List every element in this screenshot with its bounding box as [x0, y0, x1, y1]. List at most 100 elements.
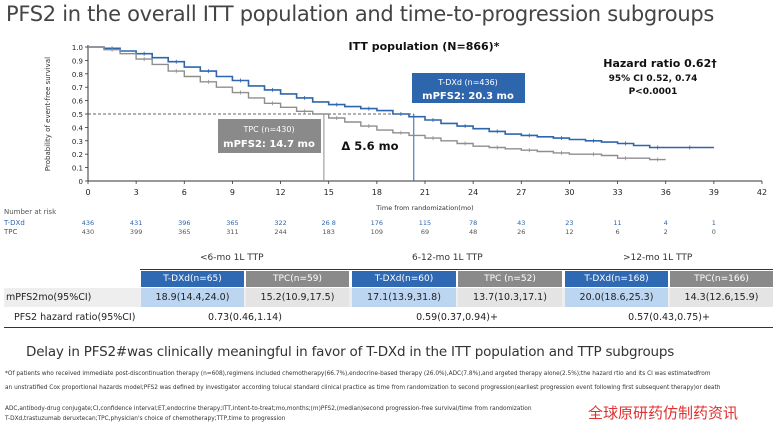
- risk-header: Number at risk: [4, 208, 57, 216]
- risk-label-tdxd: T-DXd: [4, 219, 25, 227]
- x-tick-label: 36: [661, 188, 671, 197]
- y-tick-label: 0.7: [72, 84, 83, 92]
- y-tick-label: 0.4: [72, 124, 84, 132]
- x-tick-label: 3: [134, 188, 139, 197]
- tpc-label-box: [218, 119, 321, 153]
- mpfs2-tdxd-3: 20.0(18.6,25.3): [565, 288, 668, 307]
- table-bottom-rule: [4, 327, 773, 328]
- risk-label-tpc: TPC: [4, 228, 18, 236]
- risk-value-tpc: 109: [370, 228, 384, 236]
- mpfs2-tpc-3: 14.3(12.6,15.9): [670, 288, 773, 307]
- hr-value-1: 0.73(0.46,1.14): [208, 312, 282, 323]
- mpfs2-tpc-2: 13.7(10.3,17.1): [458, 288, 562, 307]
- footnote-1: *Of patients who received immediate post…: [5, 371, 711, 377]
- risk-value-tdxd: 4: [663, 219, 668, 227]
- x-tick-label: 18: [372, 188, 382, 197]
- x-tick-label: 0: [85, 188, 90, 197]
- x-tick-label: 21: [420, 188, 430, 197]
- x-tick-label: 30: [564, 188, 574, 197]
- risk-value-tpc: 26: [517, 228, 526, 236]
- risk-value-tdxd: 1: [711, 219, 716, 227]
- chart-annotations: ITT population (N=866)* T-DXd (n=436) mPFS…: [218, 40, 717, 153]
- table-top-rule: [140, 269, 773, 270]
- y-tick-label: 0: [79, 178, 83, 186]
- tpc-label: TPC (n=430): [242, 125, 294, 134]
- tpc-median-label: mPFS2: 14.7 mo: [223, 139, 315, 150]
- risk-value-tpc: 48: [469, 228, 478, 236]
- mpfs2-tdxd-2: 17.1(13.9,31.8): [352, 288, 456, 307]
- col-head-tpc-1: TPC(n=59): [246, 271, 349, 287]
- y-tick-label: 0.1: [72, 165, 83, 173]
- km-line-tdxd: [88, 46, 714, 149]
- risk-row-tdxd: 436 431 396 365 322 26 8 176 115 78 43 23 11 4 1: [0, 219, 783, 228]
- row-label-hr: PFS2 hazard ratio(95%CI): [14, 312, 136, 323]
- hr-value-2: 0.59(0.37,0.94)+: [416, 312, 498, 323]
- risk-value-tdxd: 365: [226, 219, 239, 227]
- x-tick-label: 12: [275, 188, 285, 197]
- col-head-tpc-2: TPC (n=52): [458, 271, 562, 287]
- risk-value-tdxd: 176: [370, 219, 384, 227]
- risk-value-tdxd: 11: [613, 219, 622, 227]
- y-tick-label: 0.6: [72, 98, 84, 106]
- footnote-4: T-DXd,trastuzumab deruxtecan;TPC,physici…: [5, 416, 286, 422]
- y-tick-label: 0.8: [72, 71, 83, 79]
- y-axis-label: Probability of event-free survival: [44, 57, 52, 171]
- risk-value-tdxd: 26 8: [321, 219, 336, 227]
- y-tick-label: 0.3: [72, 138, 83, 146]
- group-header-3: >12-mo 1L TTP: [623, 253, 693, 263]
- x-tick-label: 15: [324, 188, 334, 197]
- footnote-3: ADC,antibody-drug conjugate;CI,confidenc…: [5, 406, 532, 412]
- risk-value-tdxd: 396: [178, 219, 191, 227]
- risk-value-tdxd: 322: [274, 219, 287, 227]
- chart-title: ITT population (N=866)*: [349, 40, 500, 53]
- col-head-tdxd-1: T-DXd(n=65): [141, 271, 244, 287]
- risk-value-tpc: 2: [663, 228, 668, 236]
- risk-value-tpc: 183: [322, 228, 335, 236]
- risk-row-tpc: 430 399 365 311 244 183 109 69 48 26 12 6 2 0: [0, 228, 783, 237]
- x-tick-label: 27: [516, 188, 526, 197]
- km-chart: 00.10.20.30.40.50.60.70.80.91.00 3 6 9 12 15 1…: [44, 40, 767, 212]
- chart-axes: 00.10.20.30.40.50.60.70.80.91.00 3 6 9 12 15 1…: [44, 44, 767, 212]
- risk-value-tpc: 311: [226, 228, 239, 236]
- conclusion-text: Delay in PFS2#was clinically meaningful …: [26, 344, 675, 360]
- risk-value-tpc: 430: [81, 228, 95, 236]
- y-tick-label: 0.5: [72, 111, 83, 119]
- hr-value-3: 0.57(0.43,0.75)+: [628, 312, 710, 323]
- risk-value-tdxd: 78: [469, 219, 478, 227]
- group-header-1: <6-mo 1L TTP: [200, 253, 264, 263]
- x-tick-label: 33: [612, 188, 622, 197]
- risk-value-tpc: 365: [178, 228, 191, 236]
- risk-value-tpc: 12: [565, 228, 574, 236]
- col-head-tpc-3: TPC(n=166): [670, 271, 773, 287]
- x-tick-label: 39: [709, 188, 719, 197]
- tdxd-label-box: [412, 73, 525, 103]
- x-tick-label: 42: [757, 188, 767, 197]
- risk-value-tpc: 6: [615, 228, 620, 236]
- risk-value-tdxd: 436: [81, 219, 95, 227]
- chart-lines: [88, 46, 714, 162]
- watermark-text: 全球原研药仿制药资讯: [588, 404, 739, 422]
- row-label-mpfs2: mPFS2mo(95%CI): [6, 292, 92, 303]
- x-tick-label: 9: [230, 188, 235, 197]
- risk-value-tpc: 399: [129, 228, 143, 236]
- hazard-ratio-text: Hazard ratio 0.62†: [603, 57, 717, 70]
- risk-value-tpc: 244: [274, 228, 287, 236]
- y-tick-label: 0.2: [72, 151, 83, 159]
- hazard-ci-text: 95% CI 0.52, 0.74: [609, 74, 698, 84]
- risk-value-tdxd: 431: [129, 219, 143, 227]
- slide-title: PFS2 in the overall ITT population and t…: [6, 2, 715, 26]
- risk-value-tpc: 0: [711, 228, 716, 236]
- mpfs2-tpc-1: 15.2(10.9,17.5): [246, 288, 349, 307]
- tdxd-median-label: mPFS2: 20.3 mo: [422, 91, 514, 102]
- risk-value-tdxd: 43: [517, 219, 526, 227]
- y-tick-label: 1.0: [72, 44, 83, 52]
- x-tick-label: 6: [182, 188, 187, 197]
- x-tick-label: 24: [468, 188, 478, 197]
- col-head-tdxd-2: T-DXd(n=60): [352, 271, 456, 287]
- group-header-2: 6-12-mo 1L TTP: [412, 253, 483, 263]
- delta-label: Δ 5.6 mo: [341, 139, 398, 153]
- risk-value-tpc: 69: [420, 228, 430, 236]
- col-head-tdxd-3: T-DXd(n=168): [565, 271, 668, 287]
- footnote-2: an unstratified Cox proportional hazards…: [5, 385, 721, 391]
